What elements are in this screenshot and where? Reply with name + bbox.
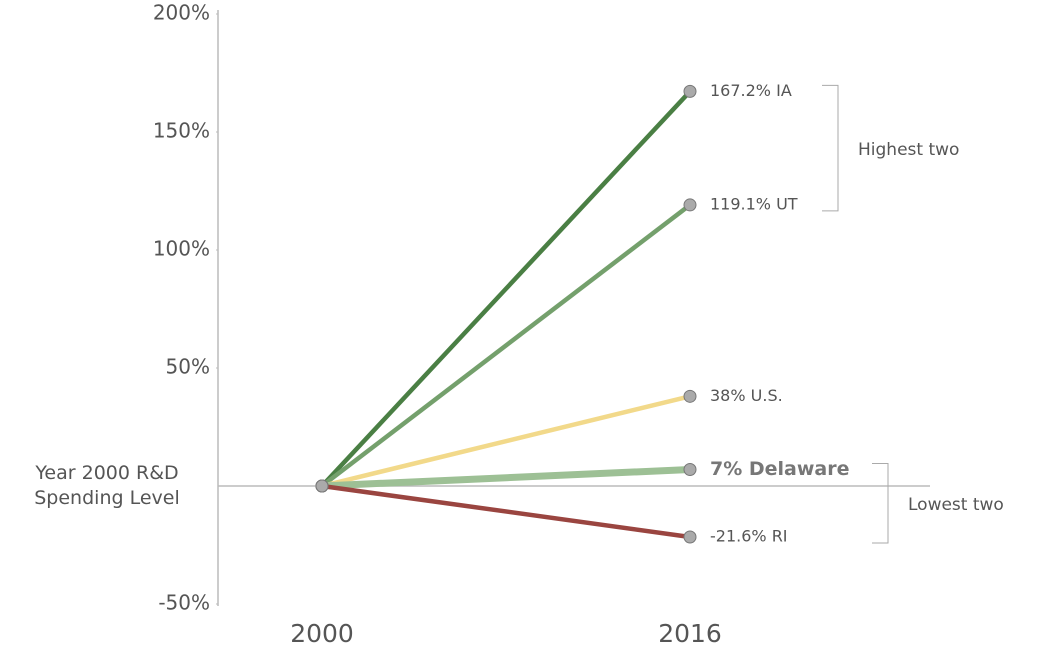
annotation: Lowest two xyxy=(908,495,1004,515)
bracket xyxy=(872,462,889,544)
point xyxy=(683,462,697,476)
value-label: 119.1% UT xyxy=(710,194,798,213)
y-tick-label: 200% xyxy=(153,1,210,25)
value-label: -21.6% RI xyxy=(710,526,788,545)
series-line xyxy=(321,465,691,490)
point xyxy=(683,84,697,98)
series-line xyxy=(321,394,691,489)
point xyxy=(683,530,697,544)
x-tick-label: 2016 xyxy=(658,619,722,648)
y-tick-label: Year 2000 R&D Spending Level xyxy=(34,462,180,509)
y-tick-label: -50% xyxy=(158,591,210,615)
series-line xyxy=(320,203,692,488)
x-tick-label: 2000 xyxy=(290,619,354,648)
value-label: 7% Delaware xyxy=(710,458,850,480)
y-tick-label: 100% xyxy=(153,237,210,261)
y-tick-label: 150% xyxy=(153,119,210,143)
point xyxy=(683,389,697,403)
value-label: 38% U.S. xyxy=(710,386,783,405)
y-tick-label: 50% xyxy=(166,355,210,379)
value-label: 167.2% IA xyxy=(710,81,792,100)
bracket xyxy=(822,84,839,212)
series-line xyxy=(320,89,692,488)
point xyxy=(315,479,329,493)
annotation: Highest two xyxy=(858,140,959,160)
series-line xyxy=(321,483,691,540)
point xyxy=(683,198,697,212)
